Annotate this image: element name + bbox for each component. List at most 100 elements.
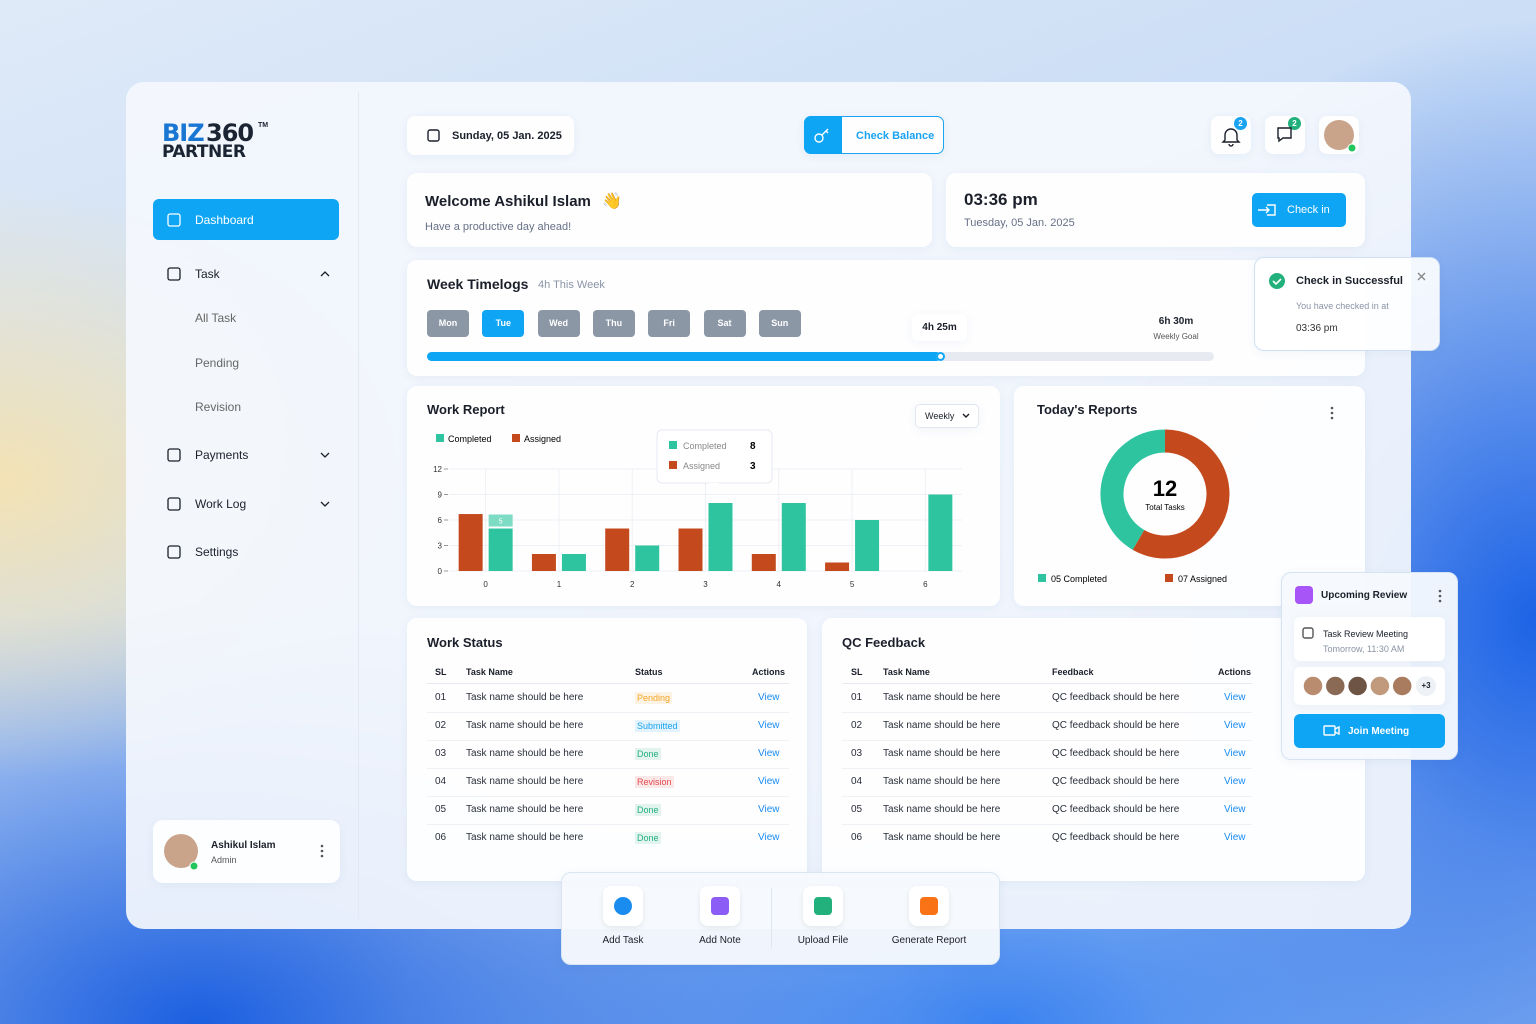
view-link[interactable]: View: [1224, 804, 1246, 815]
join-label[interactable]: Join Meeting: [1348, 726, 1410, 737]
chevron: [320, 452, 330, 458]
key-icon: [821, 128, 829, 136]
action-glyph: [614, 897, 632, 915]
nav-item[interactable]: Dashboard: [195, 213, 254, 227]
action-glyph: [711, 897, 729, 915]
cell: 03: [851, 748, 863, 759]
welcome-card: [407, 173, 932, 247]
view-link[interactable]: View: [758, 776, 780, 787]
nav-active[interactable]: [153, 199, 339, 240]
toast-text: You have checked in at: [1296, 301, 1389, 311]
tooltip-swatch: [669, 461, 677, 469]
view-link[interactable]: View: [1224, 832, 1246, 843]
nav-item[interactable]: Settings: [195, 545, 239, 559]
cell: Task name should be here: [466, 692, 584, 703]
kebab[interactable]: [320, 406, 1442, 858]
y-tick-label: 9: [438, 491, 443, 500]
chevron: [320, 501, 330, 507]
day-button[interactable]: Thu: [592, 310, 635, 337]
x-tick-label: 1: [557, 580, 562, 589]
bar: [561, 554, 586, 571]
action-label[interactable]: Upload File: [797, 935, 849, 946]
welcome-subtitle: Have a productive day ahead!: [425, 221, 572, 233]
column-header: SL: [851, 667, 863, 677]
row-rule: [842, 796, 1252, 797]
period-label[interactable]: Weekly: [925, 411, 955, 421]
donut-total: 12: [1153, 476, 1177, 501]
row-rule: [427, 796, 789, 797]
message-icon: [1277, 127, 1292, 143]
y-tick-label: 3: [438, 542, 443, 551]
qc-title: QC Feedback: [842, 635, 926, 650]
bar: [751, 554, 776, 571]
nav-subitem[interactable]: Revision: [195, 400, 242, 414]
progress-fill: [427, 352, 941, 361]
donut-slice: [1132, 429, 1230, 559]
period-dropdown[interactable]: [915, 404, 979, 428]
nav-subitem[interactable]: All Task: [195, 311, 237, 325]
day-button[interactable]: Fri: [648, 310, 691, 337]
view-link[interactable]: View: [1224, 692, 1246, 703]
view-link[interactable]: View: [1224, 776, 1246, 787]
toast-title: Check in Successful: [1296, 275, 1403, 287]
bar: [605, 528, 630, 571]
view-link[interactable]: View: [758, 748, 780, 759]
row-rule: [842, 740, 1252, 741]
value-label-box: [488, 514, 513, 527]
cell: 02: [435, 720, 447, 731]
cell: 06: [851, 832, 863, 843]
action-label[interactable]: Generate Report: [891, 935, 967, 946]
logo-tm: TM: [258, 122, 269, 129]
cell: Task name should be here: [466, 720, 584, 731]
column-header: Actions: [1218, 667, 1252, 677]
join-meeting-button[interactable]: [1294, 714, 1445, 748]
day-button[interactable]: Sun: [758, 310, 801, 337]
legend-swatch: [512, 434, 520, 442]
row-rule: [842, 768, 1252, 769]
nav-item[interactable]: Work Log: [195, 497, 247, 511]
day-button[interactable]: Mon: [427, 310, 469, 337]
cell: Submitted: [635, 720, 680, 732]
x-tick-label: 3: [703, 580, 708, 589]
close-icon[interactable]: [1417, 272, 1426, 281]
cell: 01: [435, 692, 447, 703]
view-link[interactable]: View: [1224, 748, 1246, 759]
date-pill: [407, 116, 574, 155]
attendee-avatar: [1302, 675, 1324, 697]
check-in-label[interactable]: Check in: [1287, 204, 1330, 216]
legend-label: Completed: [448, 434, 492, 444]
cell: Task name should be here: [883, 692, 1001, 703]
welcome-title: Welcome Ashikul Islam: [425, 193, 591, 210]
day-button[interactable]: Sat: [703, 310, 746, 337]
day-button[interactable]: Tue: [482, 310, 525, 337]
check-in-icon: [1258, 204, 1276, 216]
row-rule: [427, 740, 789, 741]
cell: 06: [435, 832, 447, 843]
action-label[interactable]: Add Note: [699, 935, 741, 946]
legend-swatch: [1165, 574, 1173, 582]
day-button[interactable]: Wed: [537, 310, 580, 337]
nav-item[interactable]: Task: [195, 267, 220, 281]
view-link[interactable]: View: [1224, 720, 1246, 731]
nav-icon: [167, 213, 181, 227]
user-name: Ashikul Islam: [211, 840, 276, 851]
column-header: Task Name: [466, 667, 513, 677]
nav-subitem[interactable]: Pending: [195, 355, 240, 370]
bar: [678, 528, 703, 571]
check-balance-label[interactable]: Check Balance: [856, 130, 935, 142]
nav-icon: [167, 267, 181, 281]
view-link[interactable]: View: [758, 692, 780, 703]
view-link[interactable]: View: [758, 804, 780, 815]
action-glyph: [920, 897, 938, 915]
bar: [708, 503, 733, 571]
clock-date: Tuesday, 05 Jan. 2025: [964, 217, 1075, 229]
nav-item[interactable]: Payments: [195, 448, 249, 462]
view-link[interactable]: View: [758, 720, 780, 731]
x-tick-label: 4: [777, 580, 782, 589]
action-label[interactable]: Add Task: [602, 935, 644, 946]
view-link[interactable]: View: [758, 832, 780, 843]
calendar-icon: [1302, 627, 1314, 639]
x-tick-label: 5: [850, 580, 855, 589]
tooltip-name: Completed: [683, 441, 727, 451]
separator: [771, 888, 772, 948]
